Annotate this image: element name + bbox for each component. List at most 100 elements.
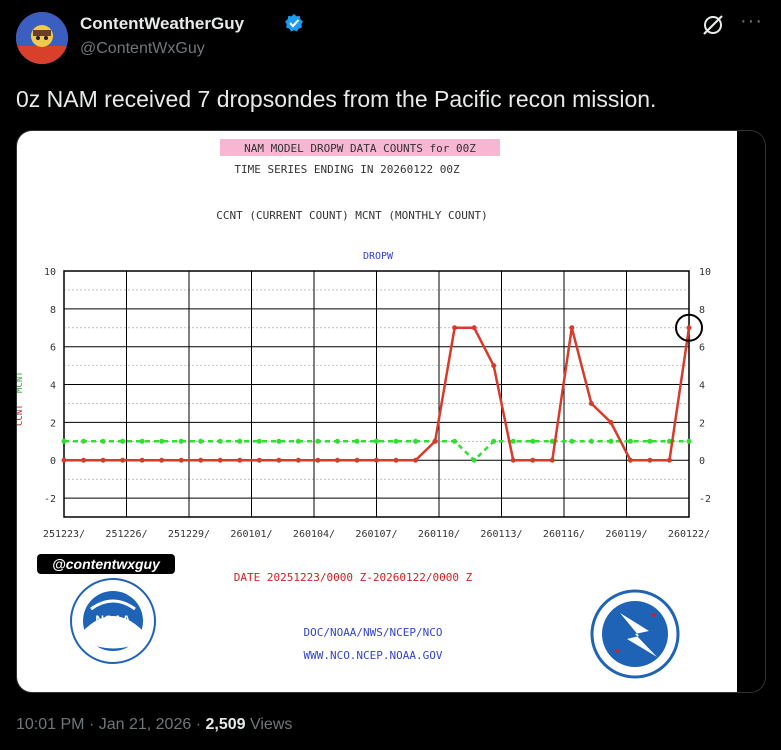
data-point-ccnt — [61, 457, 67, 463]
data-point-ccnt — [139, 457, 145, 463]
data-point-ccnt — [413, 457, 419, 463]
tweet-media[interactable]: NAM MODEL DROPW DATA COUNTS for 00Z TIME… — [16, 130, 766, 693]
data-point-mcnt — [61, 438, 67, 444]
chart-title-highlight — [220, 139, 500, 156]
date-range: DATE 20251223/0000 Z-20260122/0000 Z — [234, 571, 473, 584]
y-tick-label-left: 10 — [44, 267, 56, 278]
data-point-mcnt — [315, 438, 321, 444]
data-point-ccnt — [295, 457, 301, 463]
x-tick-label: 260107/ — [355, 529, 397, 540]
x-tick-label: 251226/ — [105, 529, 147, 540]
data-point-ccnt — [334, 457, 340, 463]
y-tick-label-right: -2 — [699, 494, 711, 505]
handle[interactable]: @ContentWxGuy — [80, 40, 205, 57]
data-point-mcnt — [647, 438, 653, 444]
data-point-mcnt — [588, 438, 594, 444]
y-tick-label-right: 4 — [699, 381, 705, 392]
footer-line-1: DOC/NOAA/NWS/NCEP/NCO — [303, 626, 442, 639]
y-tick-label-left: 8 — [50, 305, 56, 316]
svg-text:NOAA: NOAA — [95, 613, 131, 627]
meta-separator: · — [195, 716, 202, 733]
data-point-ccnt — [276, 457, 282, 463]
display-name[interactable]: ContentWeatherGuy — [80, 14, 245, 33]
data-point-mcnt — [471, 457, 477, 463]
data-point-mcnt — [608, 438, 614, 444]
data-point-ccnt — [100, 457, 106, 463]
data-point-mcnt — [452, 438, 458, 444]
data-point-mcnt — [198, 438, 204, 444]
data-point-ccnt — [217, 457, 223, 463]
series-label: DROPW — [363, 251, 394, 262]
data-point-ccnt — [237, 457, 243, 463]
highlight-circle — [675, 313, 703, 342]
data-point-mcnt — [491, 438, 497, 444]
views-count: 2,509 — [205, 716, 246, 733]
data-point-ccnt — [315, 457, 321, 463]
data-point-mcnt — [217, 438, 223, 444]
watermark: @contentwxguy — [52, 556, 161, 572]
data-point-mcnt — [178, 438, 184, 444]
data-point-ccnt — [120, 457, 126, 463]
data-point-ccnt — [393, 457, 399, 463]
data-point-ccnt — [178, 457, 184, 463]
data-point-mcnt — [295, 438, 301, 444]
data-point-mcnt — [393, 438, 399, 444]
y-tick-label-left: -2 — [44, 494, 56, 505]
tweet-meta: 10:01 PM · Jan 21, 2026 · 2,509 Views — [16, 716, 292, 734]
noaa-logo: NOAA — [70, 578, 156, 664]
data-point-ccnt — [549, 457, 555, 463]
data-point-mcnt — [159, 438, 165, 444]
tweet-text: 0z NAM received 7 dropsondes from the Pa… — [16, 86, 657, 112]
data-point-mcnt — [276, 438, 282, 444]
axis-label-mcnt: MCNT — [17, 371, 25, 393]
y-tick-label-right: 10 — [699, 267, 711, 278]
data-point-ccnt — [491, 363, 497, 369]
x-tick-label: 251229/ — [168, 529, 210, 540]
data-point-mcnt — [120, 438, 126, 444]
avatar[interactable] — [16, 12, 68, 64]
tweet-time[interactable]: 10:01 PM — [16, 716, 85, 733]
x-tick-label: 260104/ — [293, 529, 335, 540]
data-point-ccnt — [627, 457, 633, 463]
data-point-ccnt — [452, 325, 458, 331]
data-point-mcnt — [627, 438, 633, 444]
data-point-ccnt — [608, 419, 614, 425]
data-point-ccnt — [81, 457, 87, 463]
data-point-ccnt — [159, 457, 165, 463]
data-point-ccnt — [569, 325, 575, 331]
nws-logo — [590, 589, 680, 679]
tweet-date[interactable]: Jan 21, 2026 — [98, 716, 192, 733]
axis-label-ccnt: CCNT — [17, 404, 25, 426]
data-point-ccnt — [647, 457, 653, 463]
data-point-mcnt — [530, 438, 536, 444]
data-point-ccnt — [432, 438, 438, 444]
y-tick-label-left: 0 — [50, 456, 56, 467]
x-tick-label: 251223/ — [43, 529, 85, 540]
meta-separator: · — [88, 716, 95, 733]
data-point-ccnt — [256, 457, 262, 463]
verified-badge-icon — [285, 14, 303, 32]
data-point-mcnt — [354, 438, 360, 444]
data-point-mcnt — [139, 438, 145, 444]
views-label: Views — [249, 716, 293, 733]
x-tick-label: 260119/ — [605, 529, 647, 540]
y-tick-label-right: 8 — [699, 305, 705, 316]
data-point-mcnt — [374, 438, 379, 444]
data-point-ccnt — [510, 457, 516, 463]
y-tick-label-left: 2 — [50, 418, 56, 429]
data-point-ccnt — [354, 457, 360, 463]
data-point-ccnt — [666, 457, 672, 463]
watermark-bg — [37, 554, 175, 574]
x-tick-label: 260116/ — [543, 529, 585, 540]
y-tick-label-left: 6 — [50, 343, 56, 354]
data-point-ccnt — [588, 400, 594, 406]
more-options-icon[interactable]: ··· — [740, 10, 763, 32]
data-point-mcnt — [256, 438, 262, 444]
plot-area: 251223/251226/251229/260101/260104/26010… — [43, 267, 711, 540]
data-point-mcnt — [81, 438, 87, 444]
grok-icon[interactable] — [700, 12, 726, 38]
data-point-ccnt — [530, 457, 536, 463]
x-tick-label: 260101/ — [230, 529, 272, 540]
chart-image: NAM MODEL DROPW DATA COUNTS for 00Z TIME… — [17, 131, 765, 692]
data-point-mcnt — [510, 438, 516, 444]
